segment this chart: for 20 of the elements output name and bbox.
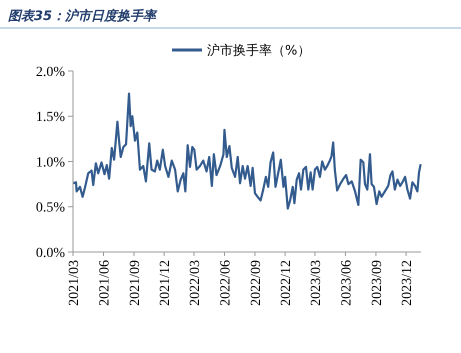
x-tick-label: 2023/06: [339, 260, 354, 306]
x-tick-label: 2023/09: [370, 260, 385, 306]
chart-title: 图表35：沪市日度换手率: [8, 8, 158, 24]
line-series: [72, 92, 422, 210]
x-tick-label: 2022/09: [248, 260, 264, 306]
x-tick-label: 2023/12: [400, 260, 415, 306]
x-tick-label: 2022/12: [279, 260, 294, 306]
x-tick-label: 2021/06: [97, 260, 112, 306]
y-tick-label: 0.5%: [36, 200, 66, 216]
x-tick-label: 2021/09: [128, 260, 143, 306]
x-tick-label: 2021/03: [66, 260, 82, 306]
x-tick-label: 2022/03: [188, 260, 203, 306]
x-tick-label: 2023/03: [308, 260, 324, 306]
y-tick-label: 1.0%: [36, 155, 66, 170]
x-tick-label: 2022/06: [218, 260, 234, 306]
legend-label: 沪市换手率（%）: [207, 42, 310, 59]
y-tick-label: 1.5%: [36, 110, 66, 126]
y-tick-label: 0.0%: [36, 246, 66, 261]
y-tick-label: 2.0%: [36, 64, 66, 80]
x-tick-label: 2021/12: [158, 260, 174, 306]
